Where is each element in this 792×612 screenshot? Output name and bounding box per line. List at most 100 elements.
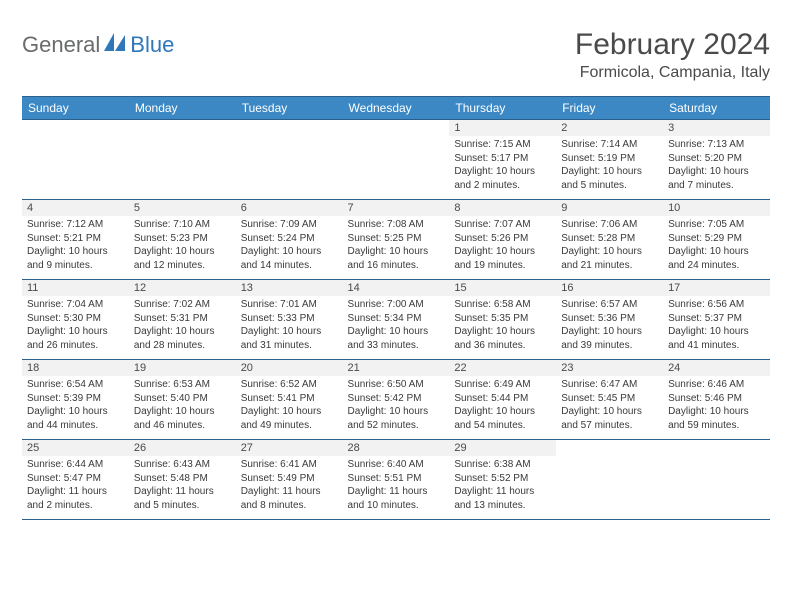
daylight-text: Daylight: 11 hours and 13 minutes. xyxy=(454,485,551,512)
day-number: 8 xyxy=(449,200,556,216)
calendar-week-row: 11Sunrise: 7:04 AMSunset: 5:30 PMDayligh… xyxy=(22,280,770,360)
day-detail: Sunrise: 7:09 AMSunset: 5:24 PMDaylight:… xyxy=(236,216,343,276)
sunset-text: Sunset: 5:39 PM xyxy=(27,392,124,406)
day-number: 9 xyxy=(556,200,663,216)
calendar-day-cell: 28Sunrise: 6:40 AMSunset: 5:51 PMDayligh… xyxy=(343,440,450,520)
day-number: 7 xyxy=(343,200,450,216)
sunset-text: Sunset: 5:48 PM xyxy=(134,472,231,486)
calendar-day-cell: 10Sunrise: 7:05 AMSunset: 5:29 PMDayligh… xyxy=(663,200,770,280)
calendar-day-cell: 4Sunrise: 7:12 AMSunset: 5:21 PMDaylight… xyxy=(22,200,129,280)
sunset-text: Sunset: 5:26 PM xyxy=(454,232,551,246)
sunset-text: Sunset: 5:40 PM xyxy=(134,392,231,406)
daylight-text: Daylight: 10 hours and 57 minutes. xyxy=(561,405,658,432)
sunset-text: Sunset: 5:21 PM xyxy=(27,232,124,246)
sunset-text: Sunset: 5:30 PM xyxy=(27,312,124,326)
daylight-text: Daylight: 10 hours and 49 minutes. xyxy=(241,405,338,432)
sunset-text: Sunset: 5:44 PM xyxy=(454,392,551,406)
sunrise-text: Sunrise: 7:12 AM xyxy=(27,218,124,232)
day-detail: Sunrise: 6:49 AMSunset: 5:44 PMDaylight:… xyxy=(449,376,556,436)
calendar-day-cell: 3Sunrise: 7:13 AMSunset: 5:20 PMDaylight… xyxy=(663,120,770,200)
day-number: 18 xyxy=(22,360,129,376)
sunrise-text: Sunrise: 6:49 AM xyxy=(454,378,551,392)
calendar-day-cell: 17Sunrise: 6:56 AMSunset: 5:37 PMDayligh… xyxy=(663,280,770,360)
sunset-text: Sunset: 5:29 PM xyxy=(668,232,765,246)
location: Formicola, Campania, Italy xyxy=(575,64,770,82)
day-number: 29 xyxy=(449,440,556,456)
sunset-text: Sunset: 5:51 PM xyxy=(348,472,445,486)
calendar-day-cell: 18Sunrise: 6:54 AMSunset: 5:39 PMDayligh… xyxy=(22,360,129,440)
calendar-empty-cell xyxy=(22,120,129,200)
calendar-day-cell: 23Sunrise: 6:47 AMSunset: 5:45 PMDayligh… xyxy=(556,360,663,440)
daylight-text: Daylight: 10 hours and 16 minutes. xyxy=(348,245,445,272)
day-detail: Sunrise: 7:14 AMSunset: 5:19 PMDaylight:… xyxy=(556,136,663,196)
title-block: February 2024 Formicola, Campania, Italy xyxy=(575,28,770,82)
day-detail: Sunrise: 7:15 AMSunset: 5:17 PMDaylight:… xyxy=(449,136,556,196)
sunrise-text: Sunrise: 6:56 AM xyxy=(668,298,765,312)
sunset-text: Sunset: 5:31 PM xyxy=(134,312,231,326)
calendar-page: General Blue February 2024 Formicola, Ca… xyxy=(0,0,792,540)
day-detail: Sunrise: 7:07 AMSunset: 5:26 PMDaylight:… xyxy=(449,216,556,276)
day-detail: Sunrise: 7:10 AMSunset: 5:23 PMDaylight:… xyxy=(129,216,236,276)
empty-day-head xyxy=(343,120,450,136)
sunset-text: Sunset: 5:17 PM xyxy=(454,152,551,166)
daylight-text: Daylight: 10 hours and 24 minutes. xyxy=(668,245,765,272)
calendar-day-cell: 5Sunrise: 7:10 AMSunset: 5:23 PMDaylight… xyxy=(129,200,236,280)
daylight-text: Daylight: 10 hours and 2 minutes. xyxy=(454,165,551,192)
sunset-text: Sunset: 5:25 PM xyxy=(348,232,445,246)
calendar-day-cell: 22Sunrise: 6:49 AMSunset: 5:44 PMDayligh… xyxy=(449,360,556,440)
calendar-empty-cell xyxy=(129,120,236,200)
calendar-day-cell: 29Sunrise: 6:38 AMSunset: 5:52 PMDayligh… xyxy=(449,440,556,520)
daylight-text: Daylight: 10 hours and 33 minutes. xyxy=(348,325,445,352)
sunset-text: Sunset: 5:36 PM xyxy=(561,312,658,326)
calendar-empty-cell xyxy=(663,440,770,520)
day-detail: Sunrise: 6:41 AMSunset: 5:49 PMDaylight:… xyxy=(236,456,343,516)
calendar-day-cell: 20Sunrise: 6:52 AMSunset: 5:41 PMDayligh… xyxy=(236,360,343,440)
sunrise-text: Sunrise: 6:46 AM xyxy=(668,378,765,392)
day-number: 1 xyxy=(449,120,556,136)
empty-day-head xyxy=(556,440,663,456)
calendar-table: SundayMondayTuesdayWednesdayThursdayFrid… xyxy=(22,96,770,520)
daylight-text: Daylight: 11 hours and 8 minutes. xyxy=(241,485,338,512)
sunrise-text: Sunrise: 6:40 AM xyxy=(348,458,445,472)
calendar-week-row: 25Sunrise: 6:44 AMSunset: 5:47 PMDayligh… xyxy=(22,440,770,520)
sunrise-text: Sunrise: 7:05 AM xyxy=(668,218,765,232)
day-number: 6 xyxy=(236,200,343,216)
daylight-text: Daylight: 10 hours and 19 minutes. xyxy=(454,245,551,272)
sunset-text: Sunset: 5:19 PM xyxy=(561,152,658,166)
daylight-text: Daylight: 10 hours and 26 minutes. xyxy=(27,325,124,352)
day-detail: Sunrise: 6:38 AMSunset: 5:52 PMDaylight:… xyxy=(449,456,556,516)
day-number: 13 xyxy=(236,280,343,296)
sunrise-text: Sunrise: 7:13 AM xyxy=(668,138,765,152)
day-detail: Sunrise: 6:44 AMSunset: 5:47 PMDaylight:… xyxy=(22,456,129,516)
daylight-text: Daylight: 10 hours and 39 minutes. xyxy=(561,325,658,352)
day-number: 16 xyxy=(556,280,663,296)
day-number: 3 xyxy=(663,120,770,136)
sunrise-text: Sunrise: 7:10 AM xyxy=(134,218,231,232)
sunrise-text: Sunrise: 6:41 AM xyxy=(241,458,338,472)
calendar-day-cell: 12Sunrise: 7:02 AMSunset: 5:31 PMDayligh… xyxy=(129,280,236,360)
sunrise-text: Sunrise: 7:06 AM xyxy=(561,218,658,232)
sunset-text: Sunset: 5:41 PM xyxy=(241,392,338,406)
day-detail: Sunrise: 6:43 AMSunset: 5:48 PMDaylight:… xyxy=(129,456,236,516)
day-number: 26 xyxy=(129,440,236,456)
sunrise-text: Sunrise: 6:38 AM xyxy=(454,458,551,472)
sunset-text: Sunset: 5:45 PM xyxy=(561,392,658,406)
calendar-day-cell: 11Sunrise: 7:04 AMSunset: 5:30 PMDayligh… xyxy=(22,280,129,360)
sunrise-text: Sunrise: 6:52 AM xyxy=(241,378,338,392)
logo-sail-icon xyxy=(104,33,126,58)
day-detail: Sunrise: 6:57 AMSunset: 5:36 PMDaylight:… xyxy=(556,296,663,356)
calendar-weekday-header: SundayMondayTuesdayWednesdayThursdayFrid… xyxy=(22,97,770,120)
day-detail: Sunrise: 6:46 AMSunset: 5:46 PMDaylight:… xyxy=(663,376,770,436)
day-number: 14 xyxy=(343,280,450,296)
calendar-body: 1Sunrise: 7:15 AMSunset: 5:17 PMDaylight… xyxy=(22,120,770,520)
calendar-empty-cell xyxy=(343,120,450,200)
calendar-day-cell: 6Sunrise: 7:09 AMSunset: 5:24 PMDaylight… xyxy=(236,200,343,280)
calendar-week-row: 18Sunrise: 6:54 AMSunset: 5:39 PMDayligh… xyxy=(22,360,770,440)
sunrise-text: Sunrise: 7:14 AM xyxy=(561,138,658,152)
day-number: 2 xyxy=(556,120,663,136)
sunset-text: Sunset: 5:42 PM xyxy=(348,392,445,406)
day-number: 27 xyxy=(236,440,343,456)
sunset-text: Sunset: 5:23 PM xyxy=(134,232,231,246)
sunrise-text: Sunrise: 7:08 AM xyxy=(348,218,445,232)
weekday-header: Monday xyxy=(129,97,236,120)
